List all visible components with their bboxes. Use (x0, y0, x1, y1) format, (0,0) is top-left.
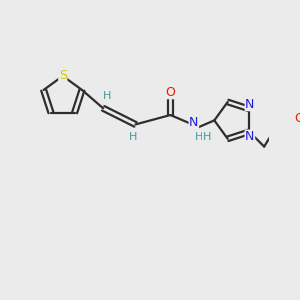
Text: N: N (245, 130, 255, 143)
Text: H: H (129, 131, 137, 142)
Text: N: N (189, 116, 199, 129)
Text: H: H (202, 132, 211, 142)
Text: H: H (103, 91, 111, 101)
Text: S: S (59, 70, 67, 83)
Text: O: O (294, 112, 300, 125)
Text: N: N (245, 98, 255, 111)
Text: H: H (194, 131, 203, 142)
Text: O: O (166, 85, 176, 99)
